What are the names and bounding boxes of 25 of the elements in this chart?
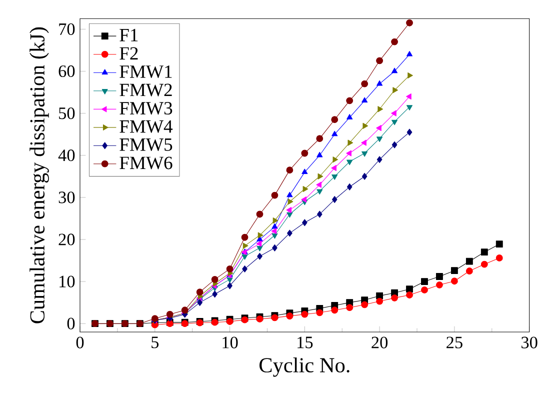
legend-label: FMW3 [120,102,172,115]
legend-label: FMW4 [120,120,173,133]
legend-label: FMW2 [120,84,172,96]
legend-label: FMW6 [120,156,172,170]
y-tick-label: 70 [59,23,75,35]
y-tick-label: 40 [58,150,75,162]
x-tick-label: 30 [522,336,538,348]
x-tick-label: 20 [372,336,388,348]
x-tick-label: 10 [222,336,238,348]
y-tick-label: 30 [58,192,75,204]
y-tick-label: 10 [60,276,75,288]
x-axis-title: Cyclic No. [260,357,350,377]
y-tick-label: 60 [58,65,75,78]
x-tick-label: 5 [152,336,159,348]
y-tick-label: 50 [59,107,75,120]
y-tick-label: 20 [58,234,75,246]
x-tick-label: 15 [298,336,313,348]
y-tick-label: 0 [67,318,75,330]
x-tick-label: 0 [76,336,84,348]
legend-label: F2 [120,47,138,60]
legend-label: F1 [120,28,138,42]
x-tick-label: 25 [446,336,462,348]
legend-label: FMW1 [120,65,172,78]
y-axis-title: Cumulative energy dissipation (kJ) [30,27,49,324]
legend-label: FMW5 [120,138,172,152]
